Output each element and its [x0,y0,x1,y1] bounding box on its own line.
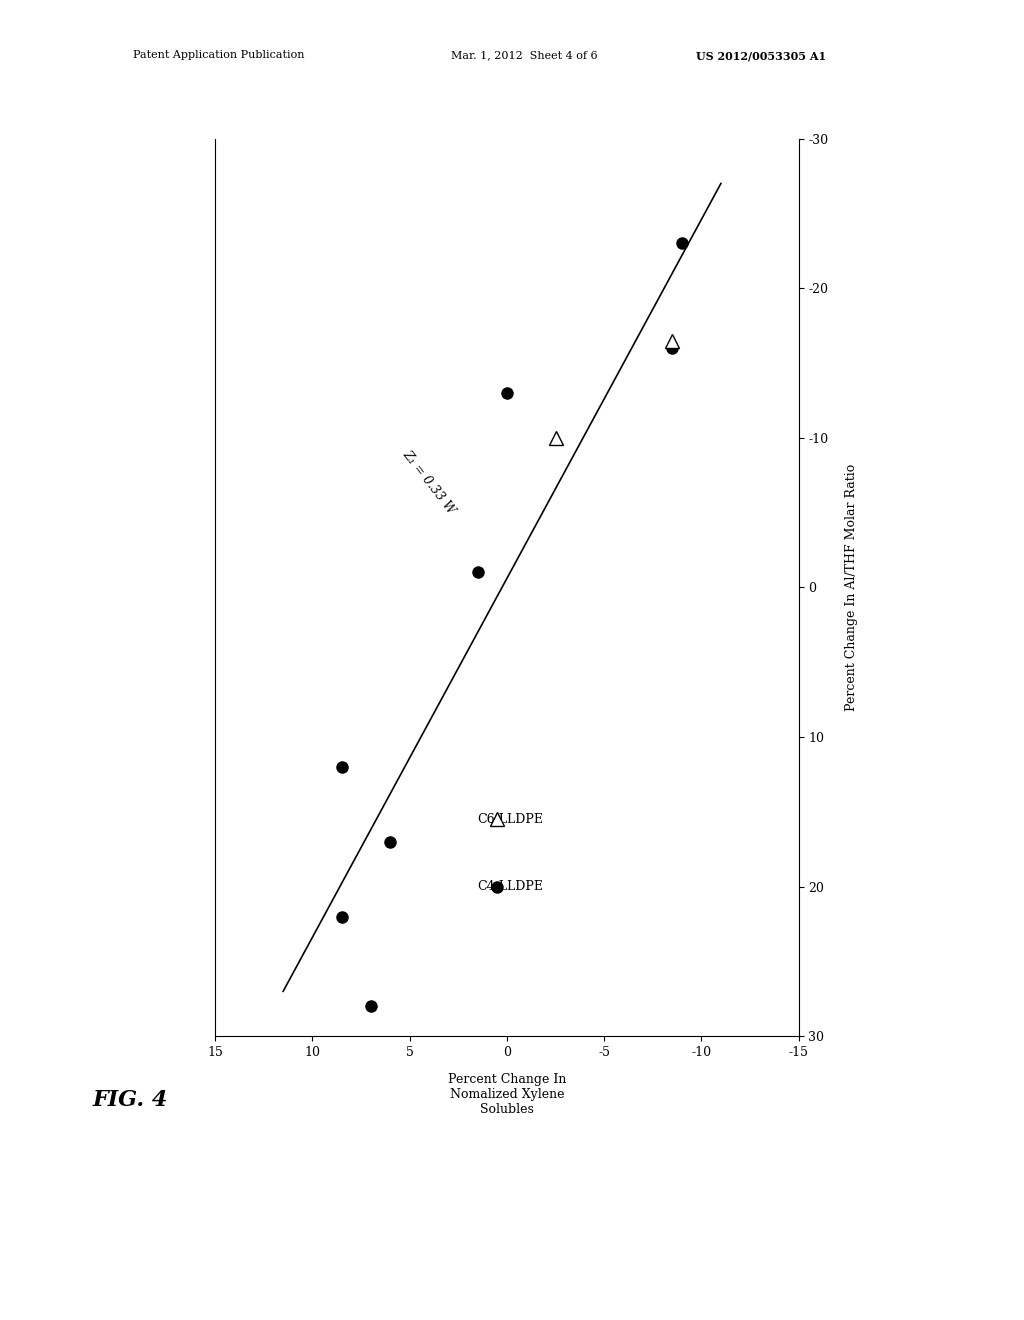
Text: C4-LLDPE: C4-LLDPE [477,880,544,894]
Text: FIG. 4: FIG. 4 [92,1089,168,1111]
Y-axis label: Percent Change In Al/THF Molar Ratio: Percent Change In Al/THF Molar Ratio [845,463,858,711]
Text: C6-LLDPE: C6-LLDPE [477,813,544,826]
Text: Z₁ = 0.33 W: Z₁ = 0.33 W [399,449,458,517]
Text: US 2012/0053305 A1: US 2012/0053305 A1 [696,50,826,61]
X-axis label: Percent Change In
Nomalized Xylene
Solubles: Percent Change In Nomalized Xylene Solub… [447,1073,566,1115]
Text: Patent Application Publication: Patent Application Publication [133,50,304,61]
Text: Mar. 1, 2012  Sheet 4 of 6: Mar. 1, 2012 Sheet 4 of 6 [451,50,597,61]
